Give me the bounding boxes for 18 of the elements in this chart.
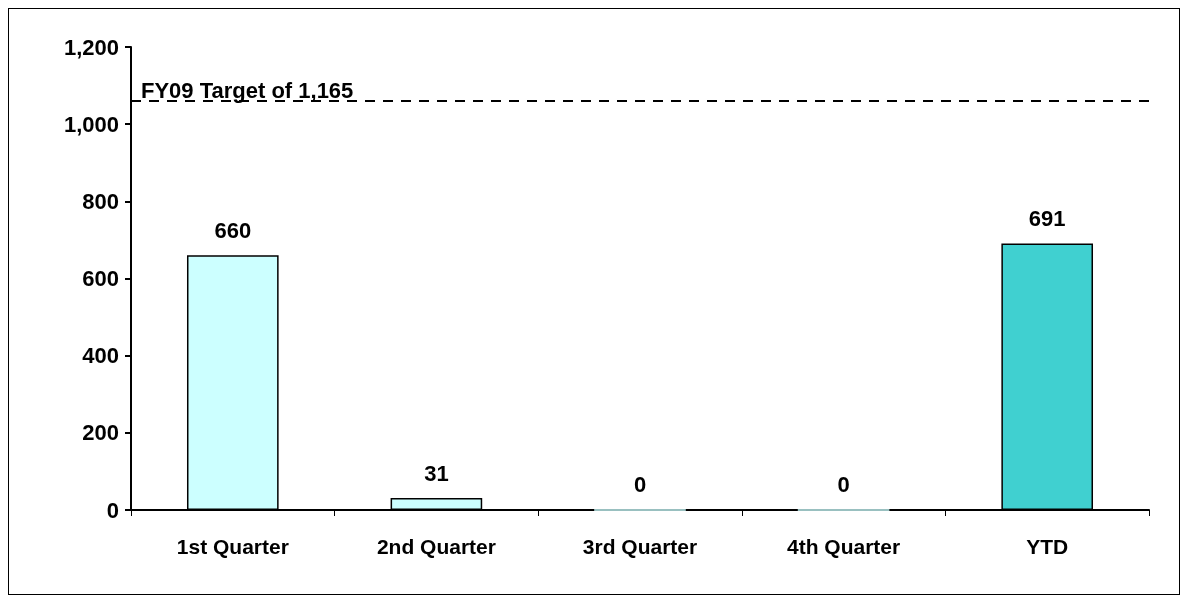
y-tick-label: 600 <box>82 266 119 291</box>
x-tick-label: 1st Quarter <box>176 535 289 558</box>
x-tick-label: 2nd Quarter <box>376 535 496 558</box>
x-tick-label: 3rd Quarter <box>582 535 698 558</box>
data-label: 691 <box>1028 205 1066 231</box>
y-tick-label: 1,000 <box>63 111 119 137</box>
y-tick-label: 200 <box>82 420 119 446</box>
x-tick-label: YTD <box>1026 535 1069 558</box>
data-label: 31 <box>424 460 449 486</box>
ref-line-label: FY09 Target of 1,165 <box>141 77 354 103</box>
x-tick-label: 4th Quarter <box>787 535 901 558</box>
y-tick-label: 400 <box>82 343 119 369</box>
y-tick-label: 0 <box>106 497 119 523</box>
y-tick-label: 800 <box>82 188 119 214</box>
data-label: 660 <box>214 217 252 243</box>
y-tick-label: 1,200 <box>63 34 119 60</box>
data-label: 0 <box>837 471 850 497</box>
data-label: 0 <box>633 471 647 497</box>
